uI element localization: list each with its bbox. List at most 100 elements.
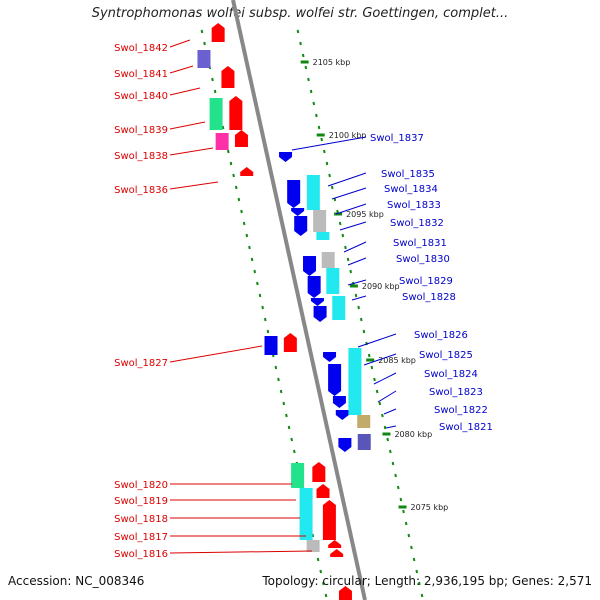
gene-label-left: Swol_1836 bbox=[114, 185, 168, 196]
gene-label-left: Swol_1819 bbox=[114, 496, 168, 507]
ruler-dot-left bbox=[203, 41, 206, 46]
ruler-dot-right bbox=[299, 41, 302, 46]
gene-label-left: Swol_1840 bbox=[114, 91, 168, 102]
ruler-dot-right bbox=[362, 329, 366, 334]
gene-reverse bbox=[299, 488, 313, 540]
gene-forward bbox=[313, 306, 327, 322]
ruler-dot-right bbox=[386, 437, 389, 442]
ruler-dot-left bbox=[237, 197, 241, 202]
gene-label-left: Swol_1827 bbox=[114, 358, 168, 369]
leader-line-right bbox=[373, 372, 397, 385]
ruler-dot-right bbox=[396, 485, 400, 490]
ruler-dot-right bbox=[312, 101, 316, 106]
gene-label-right: Swol_1837 bbox=[370, 133, 424, 144]
gene-label-left: Swol_1842 bbox=[114, 43, 168, 54]
leader-line-right bbox=[385, 425, 397, 429]
ruler-dot-right bbox=[399, 497, 403, 502]
genome-summary: Topology: circular; Length: 2,936,195 bp… bbox=[262, 574, 592, 588]
leader-line-left bbox=[169, 39, 191, 48]
leader-line-right bbox=[331, 187, 367, 200]
gene-forward bbox=[279, 152, 293, 162]
gene-forward bbox=[323, 352, 337, 362]
leader-line-right bbox=[363, 353, 397, 366]
gene-label-right: Swol_1834 bbox=[384, 184, 438, 195]
leader-line-right bbox=[383, 408, 397, 415]
ruler-dot-right bbox=[323, 149, 326, 154]
gene-reverse bbox=[215, 133, 229, 150]
ruler-dot-left bbox=[229, 161, 233, 166]
ruler-dot-right bbox=[373, 377, 376, 382]
ruler-dot-right bbox=[328, 173, 331, 178]
gene-reverse bbox=[338, 586, 352, 600]
leader-line-right bbox=[343, 241, 367, 253]
leader-line-right bbox=[347, 279, 367, 286]
ruler-dot-left bbox=[213, 89, 217, 94]
gene-reverse bbox=[322, 500, 336, 540]
ruler-dot-left bbox=[248, 245, 251, 250]
gene-reverse bbox=[209, 98, 223, 130]
ruler-dot-left bbox=[263, 317, 267, 322]
ruler-dot-right bbox=[381, 413, 384, 418]
ruler-dot-right bbox=[320, 137, 323, 142]
ruler-dot-left bbox=[256, 281, 259, 286]
leader-line-right bbox=[339, 221, 367, 231]
gene-reverse bbox=[306, 540, 320, 552]
leader-line-left bbox=[169, 147, 214, 156]
gene-reverse bbox=[221, 66, 235, 88]
ruler-dot-left bbox=[211, 77, 214, 82]
ruler-dot-right bbox=[389, 449, 392, 454]
gene-label-right: Swol_1835 bbox=[381, 169, 435, 180]
leader-line-left bbox=[169, 181, 219, 190]
ruler-dot-left bbox=[258, 293, 262, 298]
accession-text: Accession: NC_008346 bbox=[8, 574, 145, 588]
gene-forward bbox=[335, 410, 349, 420]
gene-forward bbox=[332, 296, 346, 320]
ruler-dot-right bbox=[370, 365, 374, 370]
ruler-dot-right bbox=[325, 161, 329, 166]
gene-label-right: Swol_1832 bbox=[390, 218, 444, 229]
gene-label-left: Swol_1817 bbox=[114, 532, 168, 543]
ruler-dot-right bbox=[296, 29, 300, 34]
gene-label-right: Swol_1824 bbox=[424, 369, 478, 380]
ruler-dot-right bbox=[315, 113, 318, 118]
ruler-dot-right bbox=[341, 233, 345, 238]
gene-reverse bbox=[240, 167, 254, 176]
gene-label-left: Swol_1838 bbox=[114, 151, 168, 162]
gene-forward bbox=[357, 434, 371, 450]
ruler-dot-right bbox=[415, 569, 419, 574]
gene-forward bbox=[310, 298, 324, 306]
ruler-dot-left bbox=[274, 365, 278, 370]
ruler-dot-right bbox=[418, 581, 421, 586]
leader-line-left bbox=[169, 65, 194, 74]
ruler-dot-right bbox=[367, 353, 371, 358]
kbp-label: 2090 kbp bbox=[362, 282, 400, 291]
kbp-label: 2075 kbp bbox=[411, 503, 449, 512]
backbone-line bbox=[231, 0, 367, 600]
gene-reverse bbox=[197, 50, 211, 68]
ruler-dot-left bbox=[221, 125, 225, 130]
gene-label-right: Swol_1823 bbox=[429, 387, 483, 398]
ruler-dot-left bbox=[293, 449, 296, 454]
gene-reverse bbox=[328, 540, 342, 548]
ruler-dot-right bbox=[402, 509, 405, 514]
ruler-dot-right bbox=[420, 593, 424, 598]
ruler-dot-right bbox=[407, 533, 411, 538]
ruler-dot-left bbox=[319, 569, 323, 574]
ruler-dot-left bbox=[324, 593, 328, 598]
ruler-dot-right bbox=[391, 461, 395, 466]
ruler-dot-left bbox=[282, 401, 286, 406]
gene-forward bbox=[287, 180, 301, 208]
ruler-dot-right bbox=[307, 77, 310, 82]
gene-label-right: Swol_1822 bbox=[434, 405, 488, 416]
ruler-dot-right bbox=[338, 221, 342, 226]
ruler-dot-left bbox=[277, 377, 280, 382]
ruler-dot-left bbox=[316, 557, 320, 562]
gene-forward bbox=[321, 252, 335, 268]
ruler-dot-left bbox=[287, 425, 291, 430]
gene-label-left: Swol_1841 bbox=[114, 69, 168, 80]
ruler-dot-left bbox=[279, 389, 283, 394]
gene-reverse bbox=[316, 484, 330, 498]
leader-line-right bbox=[347, 257, 367, 266]
leader-line-right bbox=[291, 136, 367, 151]
